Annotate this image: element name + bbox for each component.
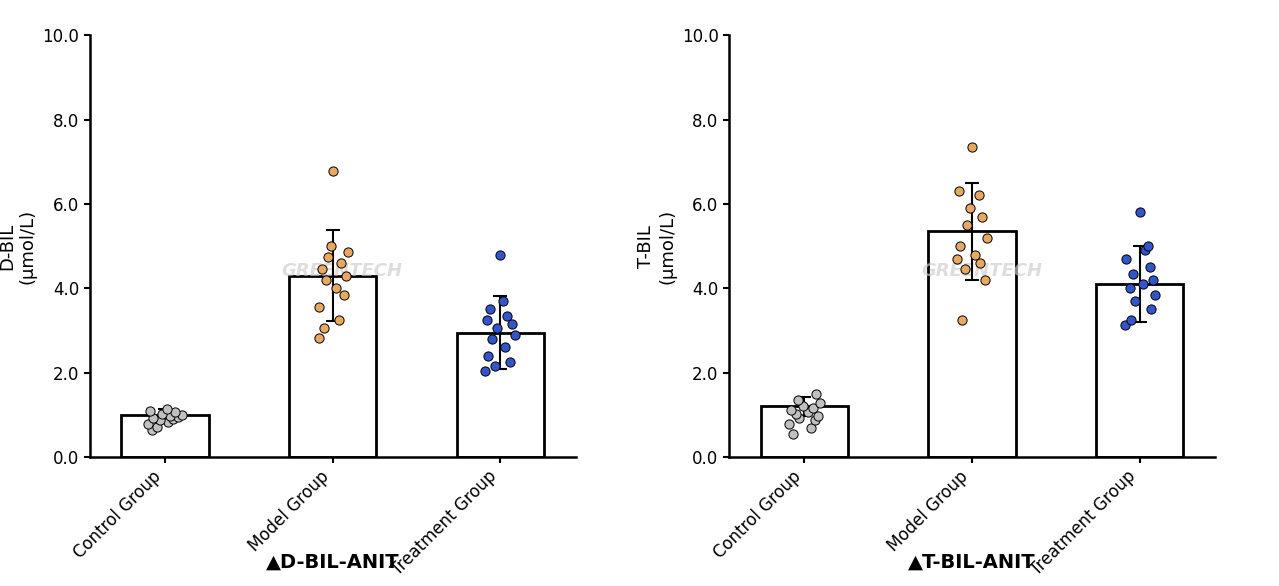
Point (977, 233, 998, 243)
Point (1138, 241, 1159, 251)
Point (151, 409, 171, 418)
Bar (1096, 284, 1183, 457)
Point (1120, 315, 1141, 325)
Point (1143, 275, 1164, 285)
Point (160, 411, 180, 420)
Point (138, 420, 159, 429)
Point (485, 362, 505, 371)
Point (159, 418, 179, 427)
Point (505, 330, 526, 339)
Point (780, 405, 801, 414)
Bar (761, 407, 848, 457)
Point (972, 212, 993, 222)
Point (950, 241, 971, 251)
Point (331, 258, 352, 268)
Point (788, 396, 808, 405)
Point (801, 424, 821, 433)
Bar (122, 415, 208, 457)
Point (1133, 280, 1154, 289)
Point (806, 389, 826, 398)
Point (495, 343, 515, 352)
Point (496, 311, 517, 321)
Point (971, 258, 991, 268)
Point (946, 254, 967, 264)
Point (962, 142, 982, 152)
Point (1123, 269, 1143, 278)
Point (810, 398, 830, 408)
Point (789, 414, 810, 423)
Point (804, 415, 825, 425)
Point (310, 333, 330, 343)
Point (334, 290, 354, 299)
Point (478, 351, 499, 360)
Point (139, 406, 160, 415)
Point (975, 275, 995, 285)
Point (785, 410, 806, 419)
Point (316, 275, 336, 285)
Point (1134, 246, 1155, 255)
Point (501, 319, 522, 329)
Text: ▲T-BIL-ANIT: ▲T-BIL-ANIT (908, 553, 1036, 572)
Point (968, 191, 989, 200)
Point (168, 413, 188, 422)
Text: GREENTECH: GREENTECH (281, 263, 403, 281)
Point (1141, 305, 1161, 314)
Point (146, 422, 166, 431)
Point (338, 248, 358, 257)
Y-axis label: D-BIL
(μmol/L): D-BIL (μmol/L) (0, 209, 37, 284)
Point (500, 357, 521, 367)
Point (793, 401, 813, 410)
Point (156, 404, 177, 413)
Point (957, 220, 977, 230)
Point (1117, 254, 1137, 264)
Point (326, 284, 347, 293)
Point (321, 241, 341, 251)
Point (475, 366, 495, 375)
Point (329, 315, 349, 325)
Point (961, 203, 981, 213)
Point (1124, 297, 1145, 306)
Bar (929, 231, 1016, 457)
Point (486, 323, 506, 333)
Point (310, 302, 330, 312)
Point (807, 411, 828, 421)
Point (313, 323, 334, 333)
Point (1119, 284, 1140, 293)
Point (1114, 321, 1134, 330)
Text: GREENTECH: GREENTECH (921, 263, 1042, 281)
Point (1140, 263, 1160, 272)
Point (317, 252, 338, 261)
Bar (457, 333, 544, 457)
Point (490, 250, 510, 259)
Point (141, 425, 161, 434)
Point (335, 271, 356, 280)
Point (143, 413, 164, 423)
Point (150, 415, 170, 425)
Point (798, 407, 819, 417)
Point (949, 186, 969, 196)
Point (480, 305, 500, 314)
Bar (289, 275, 376, 457)
Point (171, 410, 192, 420)
Point (164, 414, 184, 424)
Y-axis label: T-BIL
(μmol/L): T-BIL (μmol/L) (637, 209, 677, 284)
Point (955, 265, 976, 274)
Point (779, 420, 799, 429)
Point (966, 250, 986, 259)
Point (1129, 207, 1150, 217)
Point (1145, 290, 1165, 299)
Point (322, 166, 343, 176)
Point (165, 407, 185, 417)
Point (494, 297, 514, 306)
Point (481, 334, 501, 343)
Point (803, 403, 824, 413)
Point (312, 265, 333, 274)
Text: ▲D-BIL-ANIT: ▲D-BIL-ANIT (266, 553, 399, 572)
Point (477, 315, 498, 325)
Point (783, 429, 803, 438)
Point (952, 315, 972, 325)
